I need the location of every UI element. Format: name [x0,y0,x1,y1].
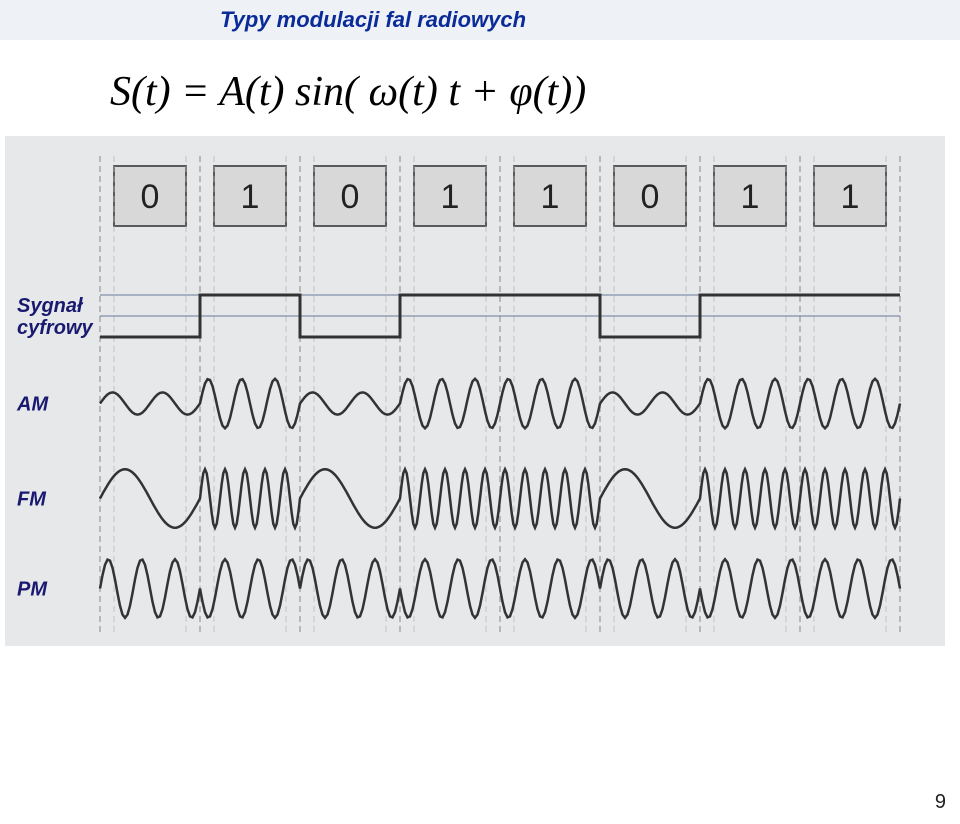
svg-text:AM: AM [16,394,49,416]
svg-text:1: 1 [441,178,460,216]
svg-text:0: 0 [341,178,360,216]
diagram-area: 0 1 0 1 1 0 1 1 Sygnałcyfrowy AM FM PM [5,136,945,646]
svg-text:FM: FM [17,489,47,511]
formula: S(t) = A(t) sin( ω(t) t + φ(t)) [0,40,960,136]
svg-text:PM: PM [17,579,48,601]
svg-text:1: 1 [741,178,760,216]
page-number: 9 [935,791,946,814]
svg-text:1: 1 [241,178,260,216]
title-bar: Typy modulacji fal radiowych [0,0,960,40]
page-title: Typy modulacji fal radiowych [220,7,526,33]
formula-text: S(t) = A(t) sin( ω(t) t + φ(t)) [110,69,586,115]
svg-text:1: 1 [841,178,860,216]
svg-text:cyfrowy: cyfrowy [17,317,93,339]
modulation-diagram: 0 1 0 1 1 0 1 1 Sygnałcyfrowy AM FM PM [5,136,945,646]
svg-text:Sygnał: Sygnał [17,295,84,317]
svg-text:1: 1 [541,178,560,216]
svg-text:0: 0 [641,178,660,216]
svg-text:0: 0 [141,178,160,216]
